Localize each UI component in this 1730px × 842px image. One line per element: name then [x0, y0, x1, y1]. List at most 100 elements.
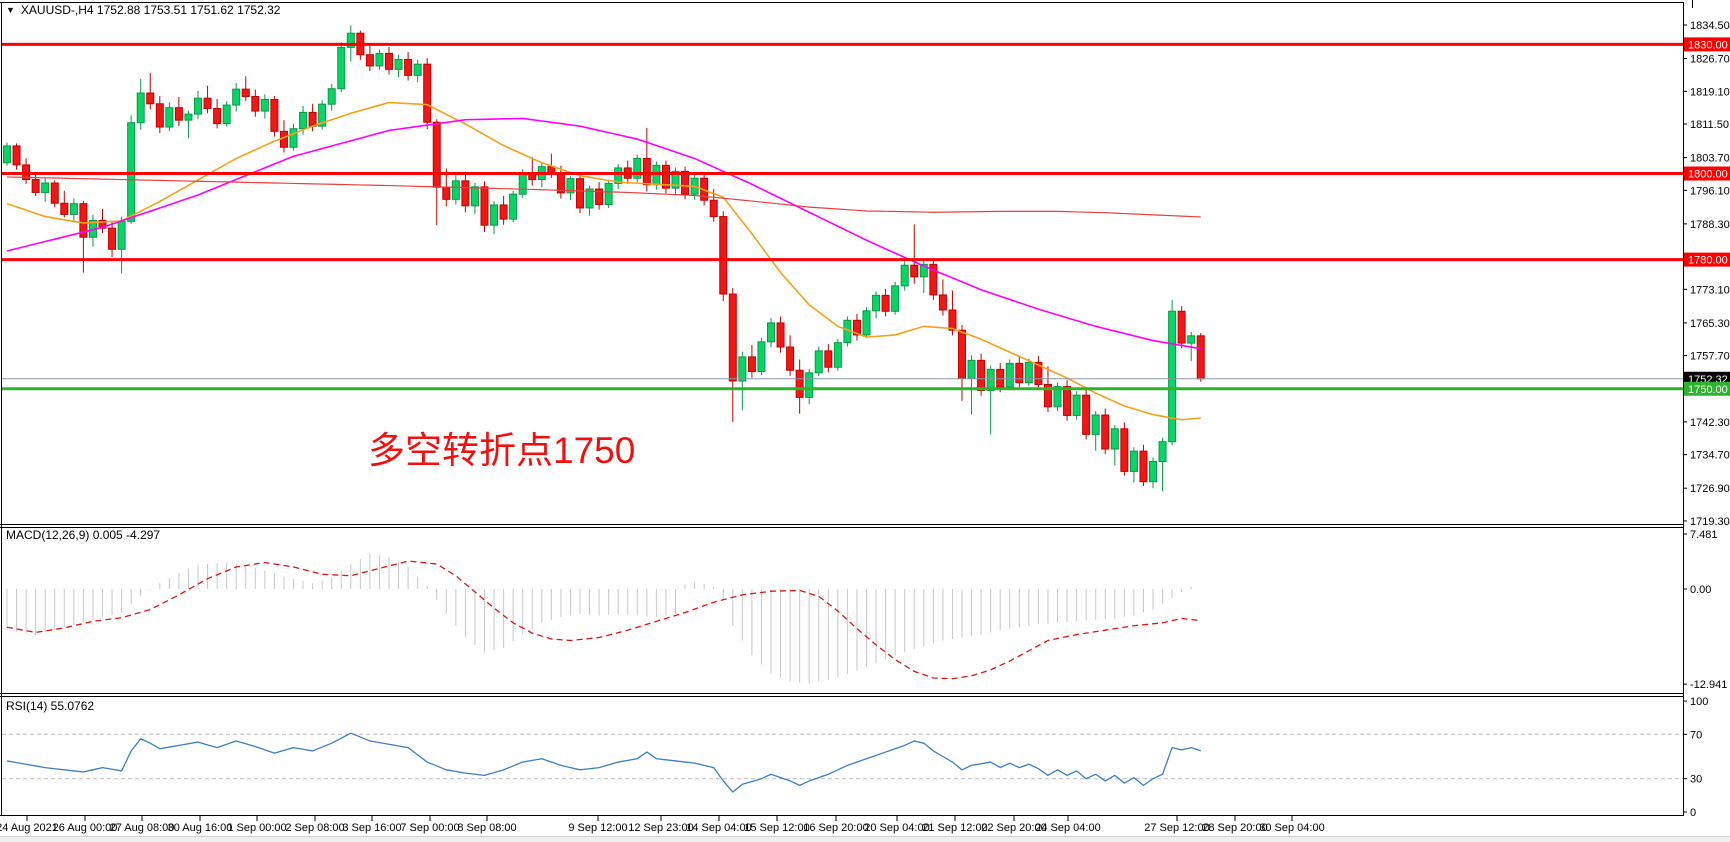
candle-body [108, 227, 117, 250]
time-tick-label[interactable]: 15 Sep 12:00 [744, 822, 809, 834]
symbol-dropdown-icon[interactable]: ▼ [6, 5, 15, 15]
candle-body [222, 104, 231, 125]
time-tick-label[interactable]: 9 Sep 12:00 [568, 822, 627, 834]
candle-body [404, 58, 413, 76]
price-tick-label: 1734.70 [1690, 450, 1730, 462]
macd-signal-line [6, 560, 1201, 680]
candle-body [385, 52, 393, 70]
time-tick-label[interactable]: 7 Sep 00:00 [400, 822, 459, 834]
candle-body [661, 164, 670, 189]
candle-body [948, 309, 957, 331]
candle-body [260, 98, 269, 112]
time-tick-label[interactable]: 16 Sep 20:00 [803, 822, 868, 834]
candle-body [127, 122, 136, 222]
price-tick-label: 1826.70 [1690, 54, 1730, 66]
candle-body [1168, 310, 1177, 443]
candle-body [146, 92, 155, 105]
price-tick-label: 1834.50 [1690, 20, 1730, 32]
candle-body [1091, 414, 1100, 435]
candle-body [728, 293, 737, 382]
time-tick-label[interactable]: 26 Aug 00:00 [53, 822, 118, 834]
candle-body [79, 203, 88, 238]
candle-body [165, 107, 174, 128]
candle-body [929, 263, 938, 296]
candle-body [1120, 428, 1129, 472]
candle-body [719, 216, 728, 295]
time-tick-label[interactable]: 27 Sep 12:00 [1144, 822, 1209, 834]
candle-body [1149, 461, 1157, 483]
time-tick-label[interactable]: 12 Sep 23:00 [628, 822, 693, 834]
candle-body [967, 359, 976, 379]
candle-body [12, 145, 21, 166]
status-strip [0, 836, 1730, 842]
time-tick-label[interactable]: 27 Aug 08:00 [110, 822, 175, 834]
rsi-tick-label: 30 [1690, 774, 1702, 786]
candle-body [900, 264, 909, 287]
candle-body [1053, 386, 1062, 408]
price-tick-label: 1796.10 [1690, 185, 1730, 197]
price-axis-badge [1684, 37, 1730, 52]
rsi-indicator-label: RSI(14) 55.0762 [6, 699, 95, 713]
time-tick-label[interactable]: 1 Sep 00:00 [227, 822, 286, 834]
candle-body [251, 95, 260, 112]
macd-indicator-label: MACD(12,26,9) 0.005 -4.297 [6, 528, 161, 542]
time-tick-label[interactable]: 30 Sep 04:00 [1259, 822, 1324, 834]
price-tick-label: 1765.30 [1690, 318, 1730, 330]
candle-body [1082, 394, 1091, 435]
candle-body [1129, 450, 1138, 472]
candle-body [203, 97, 212, 110]
candle-body [1177, 310, 1186, 344]
candle-body [891, 285, 900, 312]
candle-body [977, 359, 986, 391]
candle-body [174, 107, 183, 121]
candle-body [986, 368, 995, 391]
time-tick-label[interactable]: 8 Sep 08:00 [457, 822, 516, 834]
macd-tick-label: 7.481 [1690, 529, 1718, 541]
candle-body [767, 322, 775, 343]
time-tick-label[interactable]: 24 Sep 04:00 [1035, 822, 1100, 834]
candle-body [279, 130, 288, 148]
candle-body [499, 204, 508, 220]
candle-body [681, 170, 690, 195]
candle-body [1158, 441, 1167, 463]
annotation-text: 多空转折点1750 [368, 430, 636, 471]
candle-body [824, 350, 833, 368]
candle-body [910, 264, 919, 278]
candle-body [365, 54, 374, 67]
candle-body [232, 88, 241, 106]
candle-body [958, 329, 966, 379]
time-tick-label[interactable]: 20 Sep 04:00 [864, 822, 929, 834]
candle-body [289, 128, 298, 148]
time-tick-label[interactable]: 28 Sep 20:00 [1202, 822, 1267, 834]
candle-body [327, 88, 336, 105]
time-tick-label[interactable]: 21 Sep 12:00 [922, 822, 987, 834]
time-tick-label[interactable]: 14 Sep 04:00 [686, 822, 751, 834]
time-tick-label[interactable]: 22 Sep 20:00 [981, 822, 1046, 834]
time-tick-label[interactable]: 30 Aug 16:00 [168, 822, 233, 834]
candle-body [833, 342, 842, 368]
candle-body [31, 179, 40, 193]
candle-body [738, 356, 747, 382]
candle-body [346, 32, 355, 48]
candle-body [1187, 335, 1196, 344]
candle-body [614, 167, 623, 184]
candle-body [862, 310, 871, 336]
time-tick-label[interactable]: 3 Sep 16:00 [342, 822, 401, 834]
time-tick-label[interactable]: 2 Sep 08:00 [285, 822, 344, 834]
price-tick-label: 1803.70 [1690, 153, 1730, 165]
price-tick-label: 1757.70 [1690, 351, 1730, 363]
price-axis-badge [1684, 166, 1730, 181]
candle-body [795, 369, 804, 398]
price-axis-badge-label: 1750.00 [1688, 384, 1728, 396]
macd-tick-label: 0.00 [1690, 584, 1711, 596]
rsi-tick-label: 0 [1690, 807, 1696, 819]
time-tick-label[interactable]: 24 Aug 2021 [0, 822, 58, 834]
candle-body [576, 178, 584, 209]
candle-body [518, 172, 527, 195]
candle-body [938, 294, 947, 311]
candle-body [671, 170, 680, 189]
ma-long-red-line [6, 176, 1201, 218]
candle-body [318, 103, 327, 127]
